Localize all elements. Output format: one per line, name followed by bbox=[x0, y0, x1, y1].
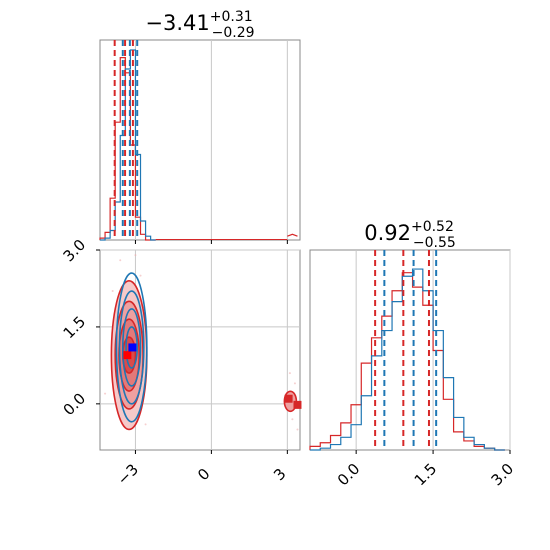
joint-ytick-label: 3.0 bbox=[60, 236, 90, 266]
joint-scatter-point bbox=[144, 423, 147, 426]
joint-scatter-point bbox=[296, 428, 299, 431]
red-secondary-marker bbox=[293, 400, 302, 409]
blue-contour bbox=[115, 272, 148, 423]
red-secondary-marker bbox=[284, 394, 293, 403]
joint-scatter-point bbox=[111, 290, 114, 293]
best-fit-red-marker bbox=[123, 351, 132, 360]
joint-scatter-point bbox=[288, 372, 291, 375]
y-marginal-panel bbox=[309, 249, 511, 454]
blue-contour bbox=[118, 290, 145, 405]
y-marginal-title: 0.92+0.52 −0.55 bbox=[364, 219, 456, 251]
best-fit-blue-marker bbox=[128, 343, 137, 352]
joint-ytick-label: 1.5 bbox=[60, 313, 90, 343]
title1-sub: −0.29 bbox=[212, 25, 255, 41]
title2-sub: −0.55 bbox=[413, 235, 456, 251]
y-marginal-xtick-label: 3.0 bbox=[488, 460, 518, 490]
joint-xtick-label: −3 bbox=[114, 460, 142, 488]
title2-main: 0.92 bbox=[364, 221, 411, 245]
joint-scatter-point bbox=[293, 382, 296, 385]
joint-scatter-point bbox=[291, 418, 294, 421]
title1-sup: +0.31 bbox=[210, 9, 253, 25]
x-hist-red-tail bbox=[287, 233, 298, 237]
y-hist-red bbox=[309, 272, 505, 451]
joint-scatter-point bbox=[119, 259, 122, 262]
joint-xtick-label: 0 bbox=[194, 465, 213, 484]
x-marginal-panel bbox=[99, 39, 301, 244]
y-marginal-frame bbox=[309, 249, 511, 451]
x-hist-blue bbox=[100, 49, 156, 241]
y-hist-blue bbox=[310, 268, 505, 451]
y-marginal-xtick-label: 0.0 bbox=[334, 460, 364, 490]
blue-contour bbox=[125, 326, 139, 369]
joint-xtick-label: 3 bbox=[270, 465, 289, 484]
joint-scatter-point bbox=[134, 254, 137, 257]
joint-scatter-point bbox=[139, 274, 142, 277]
joint-ytick-label: 0.0 bbox=[60, 390, 90, 420]
joint-contour-panel bbox=[96, 249, 302, 454]
title2-sup: +0.52 bbox=[411, 219, 454, 235]
y-marginal-xtick-label: 1.5 bbox=[411, 460, 441, 490]
x-marginal-title: −3.41+0.31 −0.29 bbox=[145, 9, 254, 41]
blue-contour bbox=[121, 308, 142, 387]
joint-scatter-point bbox=[104, 392, 107, 395]
title1-main: −3.41 bbox=[145, 11, 209, 35]
